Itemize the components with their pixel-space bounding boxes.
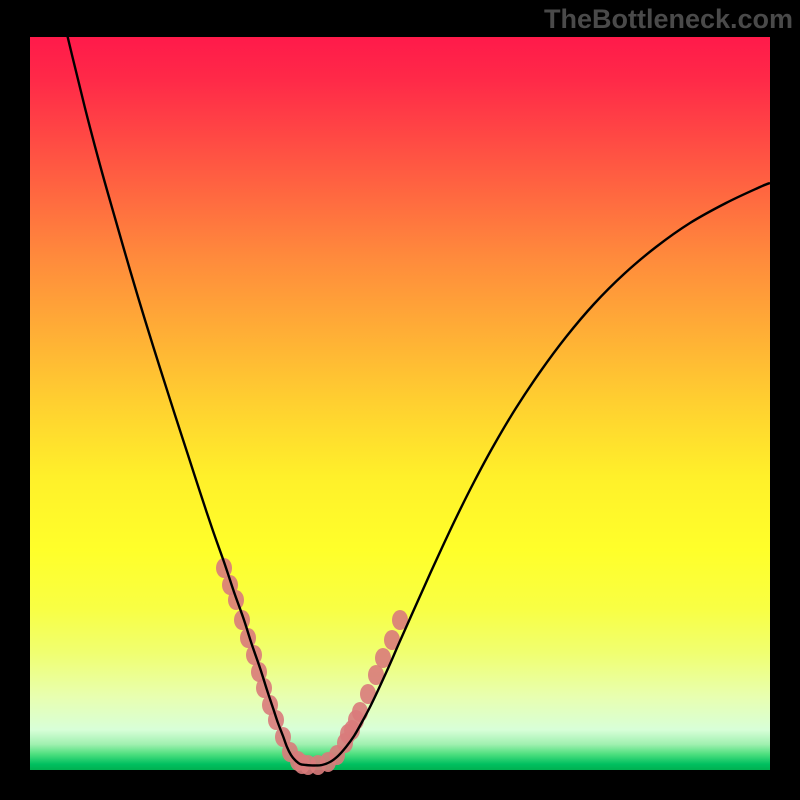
scatter-group bbox=[216, 558, 408, 775]
curve-svg bbox=[0, 0, 800, 800]
chart-container: TheBottleneck.com bbox=[0, 0, 800, 800]
scatter-point bbox=[348, 710, 364, 730]
watermark-text: TheBottleneck.com bbox=[544, 4, 793, 35]
curve-left bbox=[66, 30, 314, 766]
curve-right bbox=[314, 183, 770, 766]
